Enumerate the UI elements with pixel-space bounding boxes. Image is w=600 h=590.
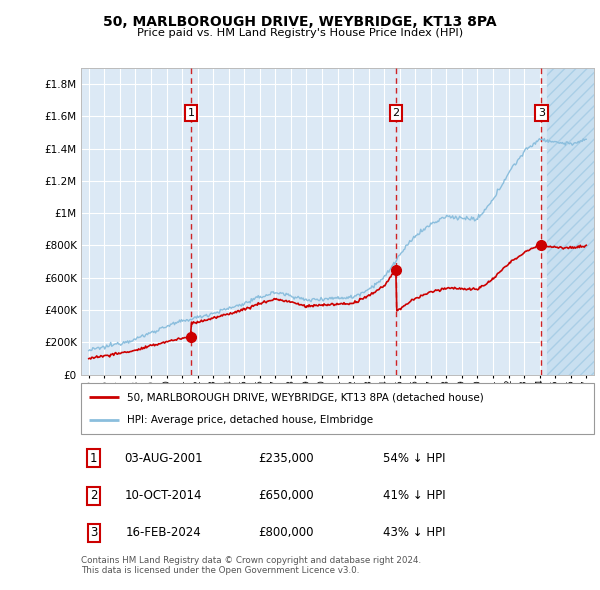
Text: HPI: Average price, detached house, Elmbridge: HPI: Average price, detached house, Elmb… <box>127 415 373 425</box>
Text: £235,000: £235,000 <box>259 452 314 465</box>
Text: 16-FEB-2024: 16-FEB-2024 <box>125 526 201 539</box>
Text: 3: 3 <box>90 526 98 539</box>
Bar <box>547 68 594 375</box>
Text: 41% ↓ HPI: 41% ↓ HPI <box>383 489 446 502</box>
Text: 54% ↓ HPI: 54% ↓ HPI <box>383 452 446 465</box>
Text: £650,000: £650,000 <box>259 489 314 502</box>
Text: 2: 2 <box>392 108 400 118</box>
Text: 03-AUG-2001: 03-AUG-2001 <box>124 452 202 465</box>
Text: Contains HM Land Registry data © Crown copyright and database right 2024.
This d: Contains HM Land Registry data © Crown c… <box>81 556 421 575</box>
Text: 3: 3 <box>538 108 545 118</box>
Bar <box>547 68 594 375</box>
Text: 43% ↓ HPI: 43% ↓ HPI <box>383 526 446 539</box>
Text: 2: 2 <box>90 489 98 502</box>
Text: 10-OCT-2014: 10-OCT-2014 <box>124 489 202 502</box>
Text: Price paid vs. HM Land Registry's House Price Index (HPI): Price paid vs. HM Land Registry's House … <box>137 28 463 38</box>
Text: 50, MARLBOROUGH DRIVE, WEYBRIDGE, KT13 8PA: 50, MARLBOROUGH DRIVE, WEYBRIDGE, KT13 8… <box>103 15 497 29</box>
Text: 1: 1 <box>188 108 194 118</box>
Text: 1: 1 <box>90 452 98 465</box>
Text: £800,000: £800,000 <box>259 526 314 539</box>
Text: 50, MARLBOROUGH DRIVE, WEYBRIDGE, KT13 8PA (detached house): 50, MARLBOROUGH DRIVE, WEYBRIDGE, KT13 8… <box>127 392 484 402</box>
